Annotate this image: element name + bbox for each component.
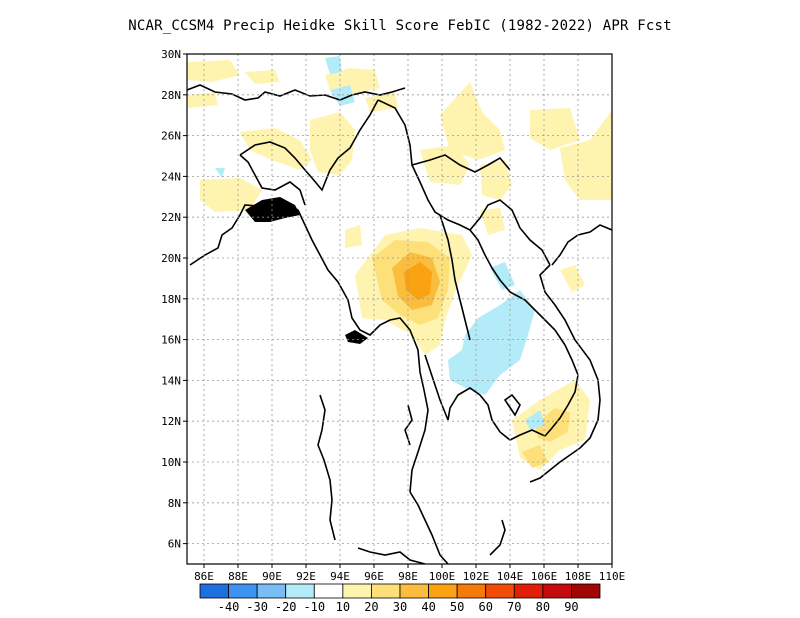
colorbar-label: -40 xyxy=(218,600,240,614)
lat-label: 26N xyxy=(161,130,181,143)
grid-lines xyxy=(187,54,612,564)
skill-shading-40-50 xyxy=(404,262,432,300)
lon-label: 98E xyxy=(398,570,418,583)
lat-label: 12N xyxy=(161,415,181,428)
skill-shading-10-20 xyxy=(187,60,612,470)
lon-label: 90E xyxy=(262,570,282,583)
colorbar-label: -10 xyxy=(303,600,325,614)
lon-label: 110E xyxy=(599,570,626,583)
lon-label: 96E xyxy=(364,570,384,583)
colorbar-labels: -40 -30 -20 -10 10 20 30 40 50 60 70 80 90 xyxy=(218,600,579,614)
lon-label: 104E xyxy=(497,570,524,583)
map-title: NCAR_CCSM4 Precip Heidke Skill Score Feb… xyxy=(128,18,672,34)
lat-label: 30N xyxy=(161,48,181,61)
colorbar-swatch xyxy=(571,583,601,599)
lat-label: 14N xyxy=(161,374,181,387)
lat-label: 22N xyxy=(161,211,181,224)
delta-region-irrawaddy xyxy=(345,330,368,344)
colorbar-label: 20 xyxy=(364,600,378,614)
lat-label: 8N xyxy=(168,497,181,510)
colorbar-label: 90 xyxy=(564,600,578,614)
colorbar-swatch xyxy=(399,583,429,599)
colorbar-label: 30 xyxy=(393,600,407,614)
lon-label: 100E xyxy=(429,570,456,583)
lat-label: 28N xyxy=(161,89,181,102)
lat-label: 20N xyxy=(161,252,181,265)
colorbar-swatch xyxy=(228,583,258,599)
lon-label: 88E xyxy=(228,570,248,583)
lon-label: 94E xyxy=(330,570,350,583)
lon-label: 92E xyxy=(296,570,316,583)
longitude-labels: 86E 88E 90E 92E 94E 96E 98E 100E 102E 104E 106E 108… xyxy=(194,564,625,583)
delta-region xyxy=(245,197,300,222)
lat-label: 6N xyxy=(168,538,181,551)
colorbar-label: -20 xyxy=(275,600,297,614)
lon-label: 108E xyxy=(565,570,592,583)
colorbar-label: 40 xyxy=(421,600,435,614)
colorbar-label: 60 xyxy=(478,600,492,614)
colorbar-swatch xyxy=(542,583,572,599)
lon-label: 106E xyxy=(531,570,558,583)
colorbar-swatch xyxy=(428,583,458,599)
colorbar-swatch xyxy=(199,583,229,599)
colorbar-label: 10 xyxy=(336,600,350,614)
lat-label: 18N xyxy=(161,293,181,306)
colorbar xyxy=(199,583,601,599)
lat-label: 16N xyxy=(161,334,181,347)
colorbar-swatch xyxy=(513,583,544,599)
colorbar-label: 50 xyxy=(450,600,464,614)
colorbar-swatch xyxy=(371,583,401,599)
skill-shading-neg-10 xyxy=(215,56,545,430)
colorbar-label: 70 xyxy=(507,600,521,614)
colorbar-swatch xyxy=(456,583,487,599)
colorbar-swatch xyxy=(285,583,315,599)
colorbar-label: -30 xyxy=(246,600,268,614)
colorbar-swatch xyxy=(342,583,372,599)
colorbar-swatch xyxy=(256,583,287,599)
colorbar-label: 80 xyxy=(536,600,550,614)
plot-frame xyxy=(186,53,613,565)
lon-label: 86E xyxy=(194,570,214,583)
colorbar-swatch xyxy=(485,583,515,599)
lat-label: 10N xyxy=(161,456,181,469)
latitude-labels: 30N 28N 26N 24N 22N 20N 18N 16N 14N 12N 10N 8N 6N xyxy=(161,48,187,551)
lon-label: 102E xyxy=(463,570,490,583)
lat-label: 24N xyxy=(161,170,181,183)
colorbar-swatch xyxy=(313,583,344,599)
